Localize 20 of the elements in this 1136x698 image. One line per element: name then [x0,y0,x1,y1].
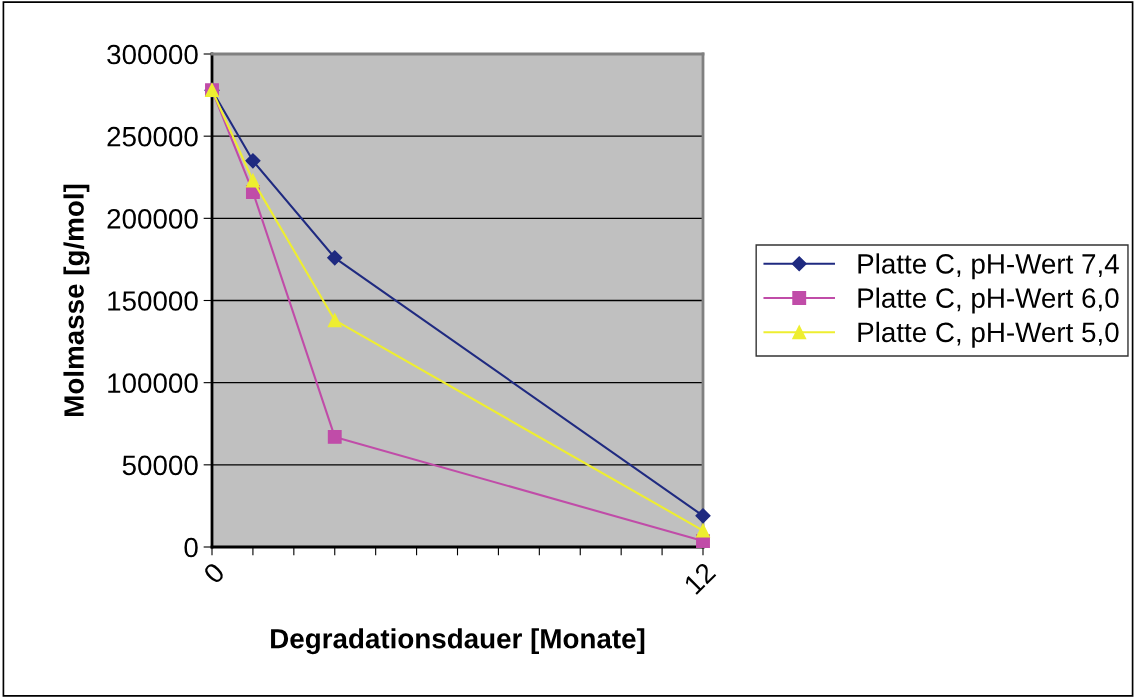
y-tick-label: 50000 [122,455,198,476]
legend-label: Platte C, pH-Wert 7,4 [858,253,1119,280]
y-tick-label: 300000 [107,44,198,65]
point [327,313,342,328]
y-axis-title: Molmasse [g/mol] [63,184,90,416]
y-tick-label: 100000 [108,373,198,394]
point [327,250,343,266]
y-tick-label: 250000 [107,126,198,147]
point [327,429,342,444]
y-tick-label: 150000 [108,291,198,311]
point [245,153,261,169]
y-tick-label: 0 [184,537,198,558]
point [695,508,711,524]
x-tick-label: 12 [683,561,717,595]
legend-label: Platte C, pH-Wert 5,0 [858,321,1119,348]
legend-label: Platte C, pH-Wert 6,0 [858,287,1119,314]
y-tick-label: 200000 [107,209,198,229]
x-axis-title: Degradationsdauer [Monate] [271,628,645,655]
point [245,173,260,188]
point [696,523,710,538]
